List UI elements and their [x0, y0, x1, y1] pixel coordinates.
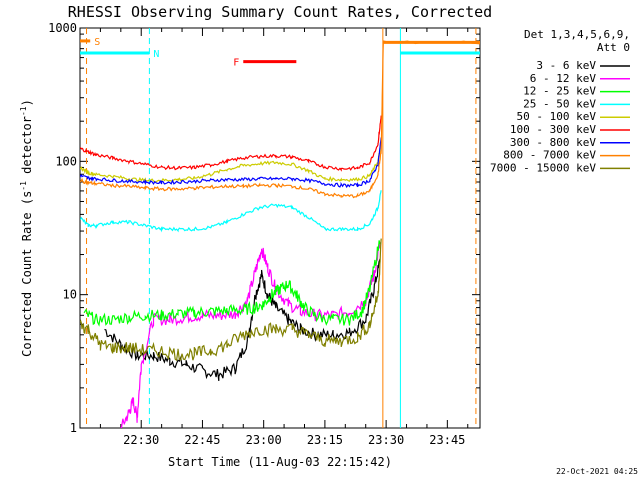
legend-label: 100 - 300 keV	[510, 123, 596, 136]
legend-label: 7000 - 15000 keV	[490, 161, 596, 174]
x-tick-label: 23:15	[307, 433, 343, 447]
y-tick-label: 10	[63, 288, 77, 302]
series-line	[80, 141, 382, 184]
legend-label: 6 - 12 keV	[530, 72, 597, 85]
legend-label: 300 - 800 keV	[510, 136, 596, 149]
y-tick-label: 1000	[48, 21, 77, 35]
flag-label: F	[233, 58, 239, 69]
footer-date: 22-Oct-2021 04:25	[556, 467, 638, 476]
y-tick-label: 100	[55, 154, 77, 168]
legend-label: 800 - 7000 keV	[503, 149, 596, 162]
plot-frame	[79, 27, 481, 429]
x-tick-label: 22:45	[184, 433, 220, 447]
series-line	[80, 40, 480, 199]
series-line	[80, 137, 382, 189]
legend-header-line-2: Att 0	[597, 41, 630, 54]
chart-title: RHESSI Observing Summary Count Rates, Co…	[68, 3, 492, 21]
x-tick-label: 23:00	[246, 433, 282, 447]
legend-label: 12 - 25 keV	[523, 85, 596, 98]
x-axis-label: Start Time (11-Aug-03 22:15:42)	[168, 455, 392, 469]
x-tick-label: 22:30	[123, 433, 159, 447]
legend-label: 25 - 50 keV	[523, 97, 596, 110]
legend-label: 3 - 6 keV	[536, 59, 596, 72]
series-line	[83, 240, 381, 327]
x-tick-label: 23:30	[368, 433, 404, 447]
series-line	[80, 115, 382, 172]
series-line	[80, 238, 382, 362]
legend-header-line-1: Det 1,3,4,5,6,9,	[524, 28, 630, 41]
flag-label: S	[94, 37, 100, 48]
flag-label: N	[153, 49, 159, 60]
y-tick-label: 1	[70, 421, 77, 435]
series-line	[120, 242, 381, 428]
legend-label: 50 - 100 keV	[517, 110, 597, 123]
svg-text:Corrected Count Rate (s-1 dete: Corrected Count Rate (s-1 detector-1)	[19, 99, 34, 357]
y-axis-label: Corrected Count Rate (s-1 detector-1)	[19, 99, 34, 357]
series-line	[80, 190, 382, 233]
plot-area: 1 10 100 1000 22:30 22:45 23:00 23:15 23:30 23:45…	[48, 21, 481, 447]
plot-clip-group: S N F	[80, 28, 480, 428]
x-tick-label: 23:45	[429, 433, 465, 447]
series-line	[104, 258, 381, 381]
